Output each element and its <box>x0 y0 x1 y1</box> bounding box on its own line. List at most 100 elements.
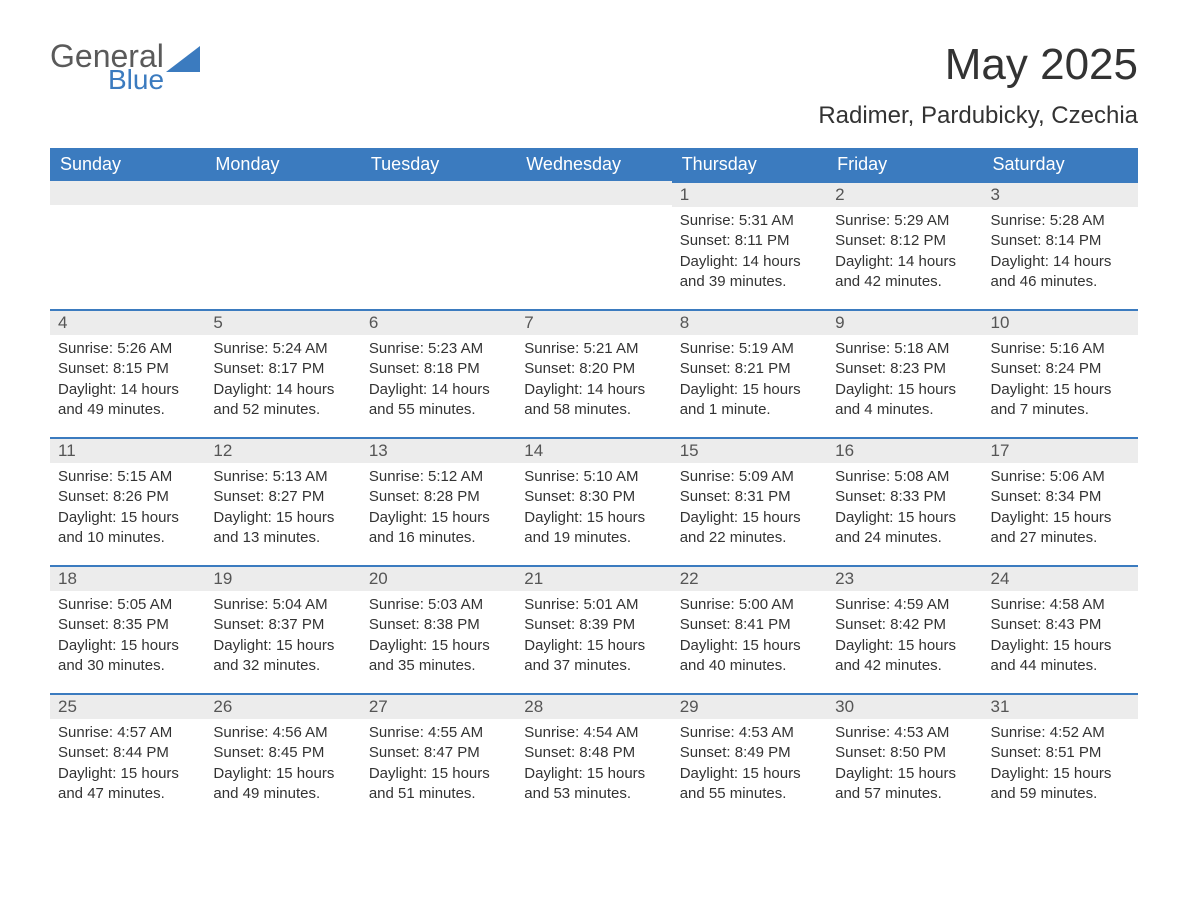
daylight-text: Daylight: 14 hours and 52 minutes. <box>213 380 352 421</box>
sunset-text: Sunset: 8:18 PM <box>369 359 508 379</box>
sunrise-text: Sunrise: 5:24 AM <box>213 339 352 359</box>
day-details: Sunrise: 5:06 AMSunset: 8:34 PMDaylight:… <box>983 463 1138 554</box>
day-details: Sunrise: 5:15 AMSunset: 8:26 PMDaylight:… <box>50 463 205 554</box>
daylight-text: Daylight: 15 hours and 13 minutes. <box>213 508 352 549</box>
sunrise-text: Sunrise: 5:05 AM <box>58 595 197 615</box>
sunrise-text: Sunrise: 5:26 AM <box>58 339 197 359</box>
day-cell <box>205 181 360 309</box>
sunset-text: Sunset: 8:34 PM <box>991 487 1130 507</box>
daylight-text: Daylight: 15 hours and 44 minutes. <box>991 636 1130 677</box>
daylight-text: Daylight: 15 hours and 40 minutes. <box>680 636 819 677</box>
sunset-text: Sunset: 8:20 PM <box>524 359 663 379</box>
day-number: 22 <box>672 565 827 591</box>
day-number: 8 <box>672 309 827 335</box>
sunrise-text: Sunrise: 5:13 AM <box>213 467 352 487</box>
sunset-text: Sunset: 8:23 PM <box>835 359 974 379</box>
day-number: 4 <box>50 309 205 335</box>
daylight-text: Daylight: 15 hours and 16 minutes. <box>369 508 508 549</box>
sunrise-text: Sunrise: 5:01 AM <box>524 595 663 615</box>
daylight-text: Daylight: 14 hours and 58 minutes. <box>524 380 663 421</box>
sunrise-text: Sunrise: 4:53 AM <box>680 723 819 743</box>
sunrise-text: Sunrise: 5:19 AM <box>680 339 819 359</box>
weekday-header-row: Sunday Monday Tuesday Wednesday Thursday… <box>50 148 1138 181</box>
calendar-table: Sunday Monday Tuesday Wednesday Thursday… <box>50 148 1138 821</box>
logo-blue: Blue <box>108 66 164 94</box>
calendar-body: 1Sunrise: 5:31 AMSunset: 8:11 PMDaylight… <box>50 181 1138 821</box>
sunset-text: Sunset: 8:17 PM <box>213 359 352 379</box>
day-details: Sunrise: 5:05 AMSunset: 8:35 PMDaylight:… <box>50 591 205 682</box>
daylight-text: Daylight: 15 hours and 7 minutes. <box>991 380 1130 421</box>
sunrise-text: Sunrise: 4:52 AM <box>991 723 1130 743</box>
daylight-text: Daylight: 15 hours and 27 minutes. <box>991 508 1130 549</box>
day-details: Sunrise: 5:01 AMSunset: 8:39 PMDaylight:… <box>516 591 671 682</box>
empty-day-bar <box>50 181 205 205</box>
sunrise-text: Sunrise: 4:55 AM <box>369 723 508 743</box>
day-number: 21 <box>516 565 671 591</box>
day-details: Sunrise: 5:04 AMSunset: 8:37 PMDaylight:… <box>205 591 360 682</box>
sunset-text: Sunset: 8:48 PM <box>524 743 663 763</box>
calendar-row: 25Sunrise: 4:57 AMSunset: 8:44 PMDayligh… <box>50 693 1138 821</box>
daylight-text: Daylight: 15 hours and 35 minutes. <box>369 636 508 677</box>
location-text: Radimer, Pardubicky, Czechia <box>818 102 1138 130</box>
day-cell: 8Sunrise: 5:19 AMSunset: 8:21 PMDaylight… <box>672 309 827 437</box>
day-cell: 4Sunrise: 5:26 AMSunset: 8:15 PMDaylight… <box>50 309 205 437</box>
day-cell: 11Sunrise: 5:15 AMSunset: 8:26 PMDayligh… <box>50 437 205 565</box>
day-number: 23 <box>827 565 982 591</box>
sunrise-text: Sunrise: 5:28 AM <box>991 211 1130 231</box>
day-cell: 21Sunrise: 5:01 AMSunset: 8:39 PMDayligh… <box>516 565 671 693</box>
day-details: Sunrise: 4:54 AMSunset: 8:48 PMDaylight:… <box>516 719 671 810</box>
day-number: 29 <box>672 693 827 719</box>
empty-day-bar <box>361 181 516 205</box>
daylight-text: Daylight: 14 hours and 49 minutes. <box>58 380 197 421</box>
day-cell: 12Sunrise: 5:13 AMSunset: 8:27 PMDayligh… <box>205 437 360 565</box>
day-cell: 16Sunrise: 5:08 AMSunset: 8:33 PMDayligh… <box>827 437 982 565</box>
day-cell: 30Sunrise: 4:53 AMSunset: 8:50 PMDayligh… <box>827 693 982 821</box>
weekday-header: Saturday <box>983 148 1138 181</box>
day-number: 3 <box>983 181 1138 207</box>
day-number: 16 <box>827 437 982 463</box>
day-cell: 1Sunrise: 5:31 AMSunset: 8:11 PMDaylight… <box>672 181 827 309</box>
day-cell: 14Sunrise: 5:10 AMSunset: 8:30 PMDayligh… <box>516 437 671 565</box>
sunrise-text: Sunrise: 5:15 AM <box>58 467 197 487</box>
day-details: Sunrise: 5:26 AMSunset: 8:15 PMDaylight:… <box>50 335 205 426</box>
day-cell: 10Sunrise: 5:16 AMSunset: 8:24 PMDayligh… <box>983 309 1138 437</box>
day-details: Sunrise: 5:13 AMSunset: 8:27 PMDaylight:… <box>205 463 360 554</box>
day-number: 14 <box>516 437 671 463</box>
sunset-text: Sunset: 8:50 PM <box>835 743 974 763</box>
sunrise-text: Sunrise: 4:53 AM <box>835 723 974 743</box>
day-number: 2 <box>827 181 982 207</box>
sunrise-text: Sunrise: 5:16 AM <box>991 339 1130 359</box>
day-cell: 6Sunrise: 5:23 AMSunset: 8:18 PMDaylight… <box>361 309 516 437</box>
day-number: 6 <box>361 309 516 335</box>
daylight-text: Daylight: 15 hours and 24 minutes. <box>835 508 974 549</box>
day-cell: 27Sunrise: 4:55 AMSunset: 8:47 PMDayligh… <box>361 693 516 821</box>
empty-day-bar <box>205 181 360 205</box>
day-cell: 7 Sunrise: 5:21 AMSunset: 8:20 PMDaylight… <box>516 309 671 437</box>
day-cell: 20Sunrise: 5:03 AMSunset: 8:38 PMDayligh… <box>361 565 516 693</box>
sunrise-text: Sunrise: 5:21 AM <box>524 339 663 359</box>
sunset-text: Sunset: 8:51 PM <box>991 743 1130 763</box>
sunrise-text: Sunrise: 5:09 AM <box>680 467 819 487</box>
day-cell: 28Sunrise: 4:54 AMSunset: 8:48 PMDayligh… <box>516 693 671 821</box>
day-cell: 31Sunrise: 4:52 AMSunset: 8:51 PMDayligh… <box>983 693 1138 821</box>
sunrise-text: Sunrise: 5:03 AM <box>369 595 508 615</box>
day-details: Sunrise: 4:59 AMSunset: 8:42 PMDaylight:… <box>827 591 982 682</box>
sunset-text: Sunset: 8:37 PM <box>213 615 352 635</box>
sunrise-text: Sunrise: 5:00 AM <box>680 595 819 615</box>
sunset-text: Sunset: 8:42 PM <box>835 615 974 635</box>
day-details: Sunrise: 5:03 AMSunset: 8:38 PMDaylight:… <box>361 591 516 682</box>
day-number: 7 <box>516 309 671 335</box>
day-details: Sunrise: 5:16 AMSunset: 8:24 PMDaylight:… <box>983 335 1138 426</box>
daylight-text: Daylight: 15 hours and 4 minutes. <box>835 380 974 421</box>
header: General Blue May 2025 Radimer, Pardubick… <box>50 40 1138 130</box>
daylight-text: Daylight: 14 hours and 55 minutes. <box>369 380 508 421</box>
daylight-text: Daylight: 15 hours and 47 minutes. <box>58 764 197 805</box>
sunrise-text: Sunrise: 5:29 AM <box>835 211 974 231</box>
sunset-text: Sunset: 8:24 PM <box>991 359 1130 379</box>
day-details: Sunrise: 5:10 AMSunset: 8:30 PMDaylight:… <box>516 463 671 554</box>
daylight-text: Daylight: 15 hours and 37 minutes. <box>524 636 663 677</box>
day-details: Sunrise: 4:52 AMSunset: 8:51 PMDaylight:… <box>983 719 1138 810</box>
day-number: 24 <box>983 565 1138 591</box>
sunrise-text: Sunrise: 4:56 AM <box>213 723 352 743</box>
sunrise-text: Sunrise: 5:08 AM <box>835 467 974 487</box>
